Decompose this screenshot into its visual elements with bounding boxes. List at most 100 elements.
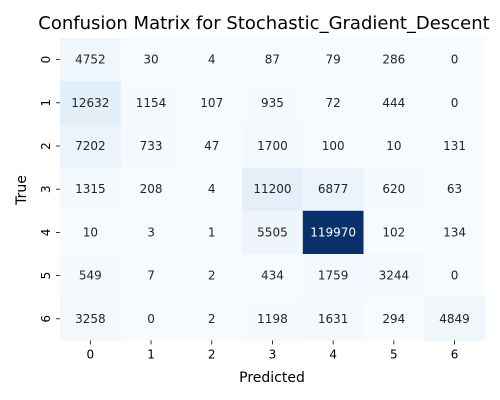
cell-value-5-2: 2	[208, 269, 216, 283]
cell-value-5-5: 3244	[379, 269, 410, 283]
heatmap-cell-5-3	[242, 254, 304, 298]
heatmap-cell-1-2	[181, 81, 243, 125]
heatmap-cell-3-1	[120, 167, 182, 212]
x-tick-label-5: 5	[390, 347, 398, 361]
cell-value-2-0: 7202	[75, 139, 106, 153]
cell-value-1-0: 12632	[71, 96, 109, 110]
cell-value-1-6: 0	[451, 96, 459, 110]
heatmap-cell-3-2	[181, 167, 243, 212]
cell-value-2-6: 131	[443, 139, 466, 153]
heatmap-cell-3-0	[60, 167, 122, 212]
x-axis-label: Predicted	[239, 370, 305, 386]
heatmap-cell-2-2	[181, 124, 243, 169]
cell-value-3-3: 11200	[253, 182, 291, 196]
cell-value-4-6: 134	[443, 225, 466, 239]
cell-value-5-6: 0	[451, 269, 459, 283]
heatmap-cell-6-1	[120, 297, 182, 341]
heatmap-cell-4-5	[363, 210, 425, 255]
heatmap-cell-5-6	[424, 254, 486, 298]
heatmap-cell-1-1	[120, 81, 182, 125]
heatmap-cell-0-1	[120, 38, 182, 82]
x-tick-label-6: 6	[451, 347, 459, 361]
heatmap-cell-4-2	[181, 210, 243, 255]
heatmap-cell-1-6	[424, 81, 486, 125]
heatmap-cell-3-5	[363, 167, 425, 212]
heatmap-cell-6-2	[181, 297, 243, 341]
y-tick-label-6: 6	[39, 315, 53, 323]
heatmap-cell-4-3	[242, 210, 304, 255]
cell-value-1-3: 935	[261, 96, 284, 110]
cell-value-4-0: 10	[83, 225, 98, 239]
heatmap-cell-3-4	[302, 167, 364, 212]
heatmap-cell-2-5	[363, 124, 425, 169]
cell-value-4-5: 102	[382, 225, 405, 239]
x-tick-label-2: 2	[208, 347, 216, 361]
heatmap-cell-6-0	[60, 297, 122, 341]
heatmap-cell-6-5	[363, 297, 425, 341]
heatmap-cell-4-1	[120, 210, 182, 255]
heatmap-cell-1-5	[363, 81, 425, 125]
x-tick-label-4: 4	[329, 347, 337, 361]
heatmap-cell-2-0	[60, 124, 122, 169]
cell-value-5-0: 549	[79, 269, 102, 283]
cell-value-6-0: 3258	[75, 312, 106, 326]
heatmap-cell-2-4	[302, 124, 364, 169]
cell-value-4-4: 119970	[310, 225, 356, 239]
heatmap-cell-6-4	[302, 297, 364, 341]
heatmap-cell-4-0	[60, 210, 122, 255]
cell-value-3-0: 1315	[75, 182, 106, 196]
heatmap-cell-2-1	[120, 124, 182, 169]
cell-value-2-4: 100	[322, 139, 345, 153]
heatmap-cell-5-2	[181, 254, 243, 298]
heatmap-cell-6-3	[242, 297, 304, 341]
heatmap-cell-1-0	[60, 81, 122, 125]
x-tick-label-1: 1	[147, 347, 155, 361]
heatmap-cell-0-6	[424, 38, 486, 82]
heatmap-cell-1-4	[302, 81, 364, 125]
heatmap-cell-0-5	[363, 38, 425, 82]
cell-value-2-2: 47	[204, 139, 219, 153]
cell-value-0-1: 30	[143, 53, 158, 67]
x-axis-ticks: 0 1 2 3 4 5 6	[87, 340, 459, 361]
cell-value-0-3: 87	[265, 53, 280, 67]
y-axis-label: True	[14, 175, 30, 206]
cell-value-6-1: 0	[147, 312, 155, 326]
heatmap-cell-2-6	[424, 124, 486, 169]
cell-value-4-1: 3	[147, 225, 155, 239]
heatmap-cell-5-4	[302, 254, 364, 298]
heatmap-cell-5-1	[120, 254, 182, 298]
heatmap-cell-3-6	[424, 167, 486, 212]
cell-value-3-6: 63	[447, 182, 462, 196]
y-tick-label-2: 2	[39, 142, 53, 150]
cell-value-3-4: 6877	[318, 182, 349, 196]
y-axis-ticks: 0 1 2 3 4 5 6	[39, 56, 60, 323]
cell-value-6-6: 4849	[439, 312, 470, 326]
x-tick-label-3: 3	[269, 347, 277, 361]
cell-value-2-5: 10	[386, 139, 401, 153]
heatmap-cell-0-2	[181, 38, 243, 82]
cell-value-6-2: 2	[208, 312, 216, 326]
cell-value-5-3: 434	[261, 269, 284, 283]
cell-value-4-3: 5505	[257, 225, 288, 239]
cell-value-0-2: 4	[208, 53, 216, 67]
cell-value-0-0: 4752	[75, 53, 106, 67]
y-tick-label-4: 4	[39, 229, 53, 237]
chart-title: Confusion Matrix for Stochastic_Gradient…	[38, 13, 489, 34]
heatmap-cell-1-3	[242, 81, 304, 125]
cell-value-6-5: 294	[382, 312, 405, 326]
heatmap-cell-4-6	[424, 210, 486, 255]
y-tick-label-3: 3	[39, 185, 53, 193]
cell-value-0-4: 79	[326, 53, 341, 67]
y-tick-label-5: 5	[39, 272, 53, 280]
cell-value-3-1: 208	[140, 182, 163, 196]
cell-value-1-1: 1154	[136, 96, 167, 110]
cell-value-6-3: 1198	[257, 312, 288, 326]
cell-value-1-5: 444	[382, 96, 405, 110]
cell-value-1-4: 72	[326, 96, 341, 110]
cell-value-1-2: 107	[200, 96, 223, 110]
heatmap-cell-6-6	[424, 297, 486, 341]
heatmap-cell-0-0	[60, 38, 122, 82]
y-tick-label-0: 0	[39, 56, 53, 64]
